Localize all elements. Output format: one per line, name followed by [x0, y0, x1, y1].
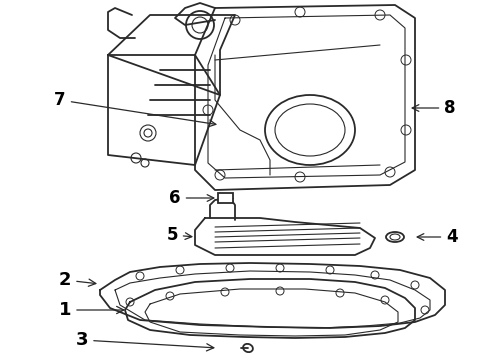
- Text: 1: 1: [59, 301, 124, 319]
- Text: 4: 4: [417, 228, 458, 246]
- Text: 3: 3: [76, 331, 214, 351]
- Text: 6: 6: [169, 189, 214, 207]
- Text: 2: 2: [59, 271, 96, 289]
- Text: 7: 7: [54, 91, 216, 127]
- FancyBboxPatch shape: [218, 193, 233, 203]
- Text: 5: 5: [166, 226, 192, 244]
- Text: 8: 8: [412, 99, 456, 117]
